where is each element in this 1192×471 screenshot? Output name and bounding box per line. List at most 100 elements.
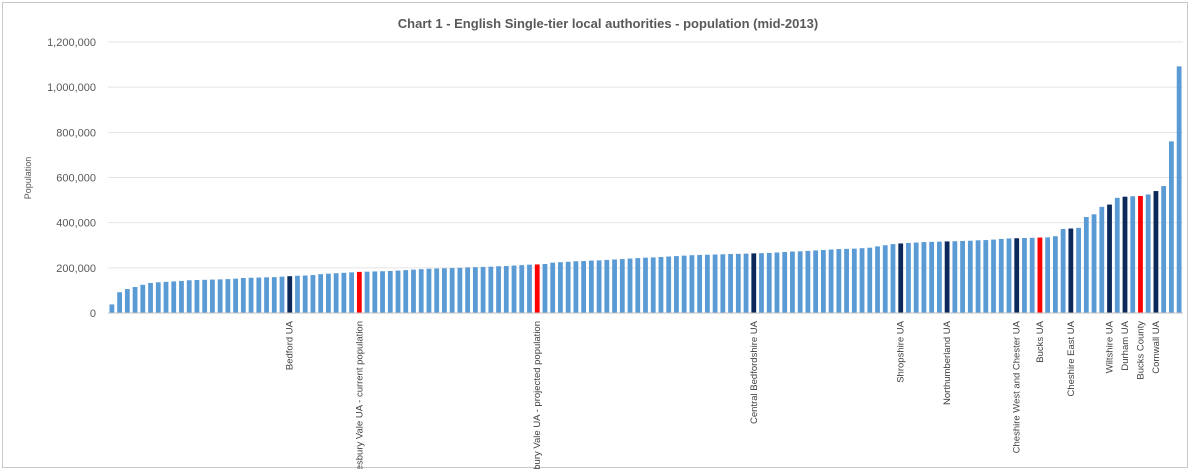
bar-highlighted bbox=[1122, 196, 1128, 313]
bar bbox=[155, 282, 161, 313]
bar bbox=[411, 269, 416, 313]
bar bbox=[921, 242, 927, 313]
bar bbox=[851, 248, 857, 313]
bar bbox=[480, 266, 486, 313]
bar-highlighted bbox=[356, 271, 362, 313]
category-label: Cornwall UA bbox=[1151, 320, 1162, 373]
bar bbox=[836, 249, 842, 313]
bar bbox=[1076, 227, 1081, 313]
bar bbox=[674, 256, 679, 313]
bar bbox=[805, 250, 811, 313]
bar bbox=[712, 254, 718, 313]
bar bbox=[1161, 186, 1167, 313]
bar bbox=[573, 261, 579, 313]
bar bbox=[225, 279, 231, 314]
bar bbox=[233, 278, 238, 313]
bar bbox=[558, 262, 563, 313]
bar bbox=[310, 275, 316, 313]
bar bbox=[658, 256, 664, 313]
bar bbox=[279, 276, 285, 313]
bar bbox=[395, 270, 401, 313]
bar bbox=[1099, 206, 1105, 313]
bar-highlighted bbox=[534, 264, 540, 313]
bar bbox=[302, 275, 308, 313]
bar bbox=[1052, 236, 1058, 313]
bar bbox=[349, 272, 355, 313]
bar bbox=[991, 239, 996, 313]
bar bbox=[604, 259, 610, 313]
bar-highlighted bbox=[1153, 191, 1159, 313]
bar bbox=[820, 249, 826, 313]
bar bbox=[171, 281, 177, 313]
bar bbox=[867, 247, 873, 313]
bar bbox=[1114, 197, 1120, 313]
bar bbox=[666, 256, 672, 313]
bar bbox=[619, 259, 625, 313]
category-label: Cheshire West and Chester UA bbox=[1012, 320, 1023, 453]
bar bbox=[240, 278, 246, 313]
bar bbox=[875, 246, 880, 313]
bar bbox=[186, 280, 192, 313]
bar bbox=[983, 240, 989, 313]
bar bbox=[743, 253, 749, 313]
bar bbox=[163, 281, 169, 313]
bar bbox=[813, 250, 819, 313]
bar bbox=[774, 252, 780, 313]
bar bbox=[511, 265, 517, 313]
bar bbox=[326, 273, 331, 313]
category-label: Aylesbury Vale UA - projected population bbox=[532, 321, 543, 469]
gridlines bbox=[108, 41, 1183, 269]
bar bbox=[449, 268, 455, 313]
bar bbox=[117, 292, 122, 313]
bar bbox=[418, 269, 424, 313]
bar bbox=[503, 266, 509, 313]
category-label: Cheshire East UA bbox=[1066, 320, 1077, 396]
bar bbox=[1145, 194, 1151, 313]
bar bbox=[488, 266, 494, 313]
bar bbox=[890, 244, 896, 313]
y-tick-label: 1,000,000 bbox=[47, 82, 96, 94]
bar bbox=[1130, 196, 1136, 313]
bar bbox=[728, 254, 733, 313]
bar bbox=[859, 248, 865, 313]
category-label: Bucks County bbox=[1135, 321, 1146, 380]
bar bbox=[1006, 238, 1012, 313]
bar bbox=[264, 277, 269, 313]
bar bbox=[975, 240, 981, 313]
bar bbox=[442, 268, 447, 313]
bar bbox=[387, 271, 393, 313]
category-labels: Bedford UA Aylesbury Vale UA - current po… bbox=[285, 320, 1162, 469]
bar bbox=[612, 259, 617, 313]
bar bbox=[194, 280, 200, 313]
bar bbox=[960, 240, 965, 313]
bar bbox=[697, 254, 703, 313]
bar bbox=[689, 255, 695, 313]
bar bbox=[735, 253, 741, 313]
bar bbox=[967, 240, 973, 313]
bar bbox=[271, 277, 277, 313]
bar bbox=[759, 253, 764, 313]
bar bbox=[1029, 237, 1035, 313]
bar bbox=[635, 258, 641, 313]
bar bbox=[1169, 141, 1174, 313]
category-label: Bedford UA bbox=[285, 320, 296, 370]
category-label: Northumberland UA bbox=[942, 320, 953, 405]
bar bbox=[202, 279, 208, 313]
bar bbox=[596, 260, 602, 313]
bar bbox=[519, 265, 525, 313]
bar bbox=[627, 258, 633, 313]
bar bbox=[550, 262, 556, 313]
bar bbox=[782, 252, 788, 313]
bar bbox=[704, 254, 710, 313]
category-label: Wiltshire UA bbox=[1105, 320, 1116, 373]
bar bbox=[797, 251, 803, 313]
bar bbox=[844, 248, 849, 313]
category-label: Shropshire UA bbox=[896, 320, 907, 382]
bar bbox=[882, 245, 888, 313]
bar bbox=[527, 264, 532, 313]
bar bbox=[403, 270, 409, 313]
bar bbox=[341, 272, 347, 313]
y-tick-label: 0 bbox=[90, 308, 96, 320]
bar-highlighted bbox=[1037, 237, 1043, 313]
